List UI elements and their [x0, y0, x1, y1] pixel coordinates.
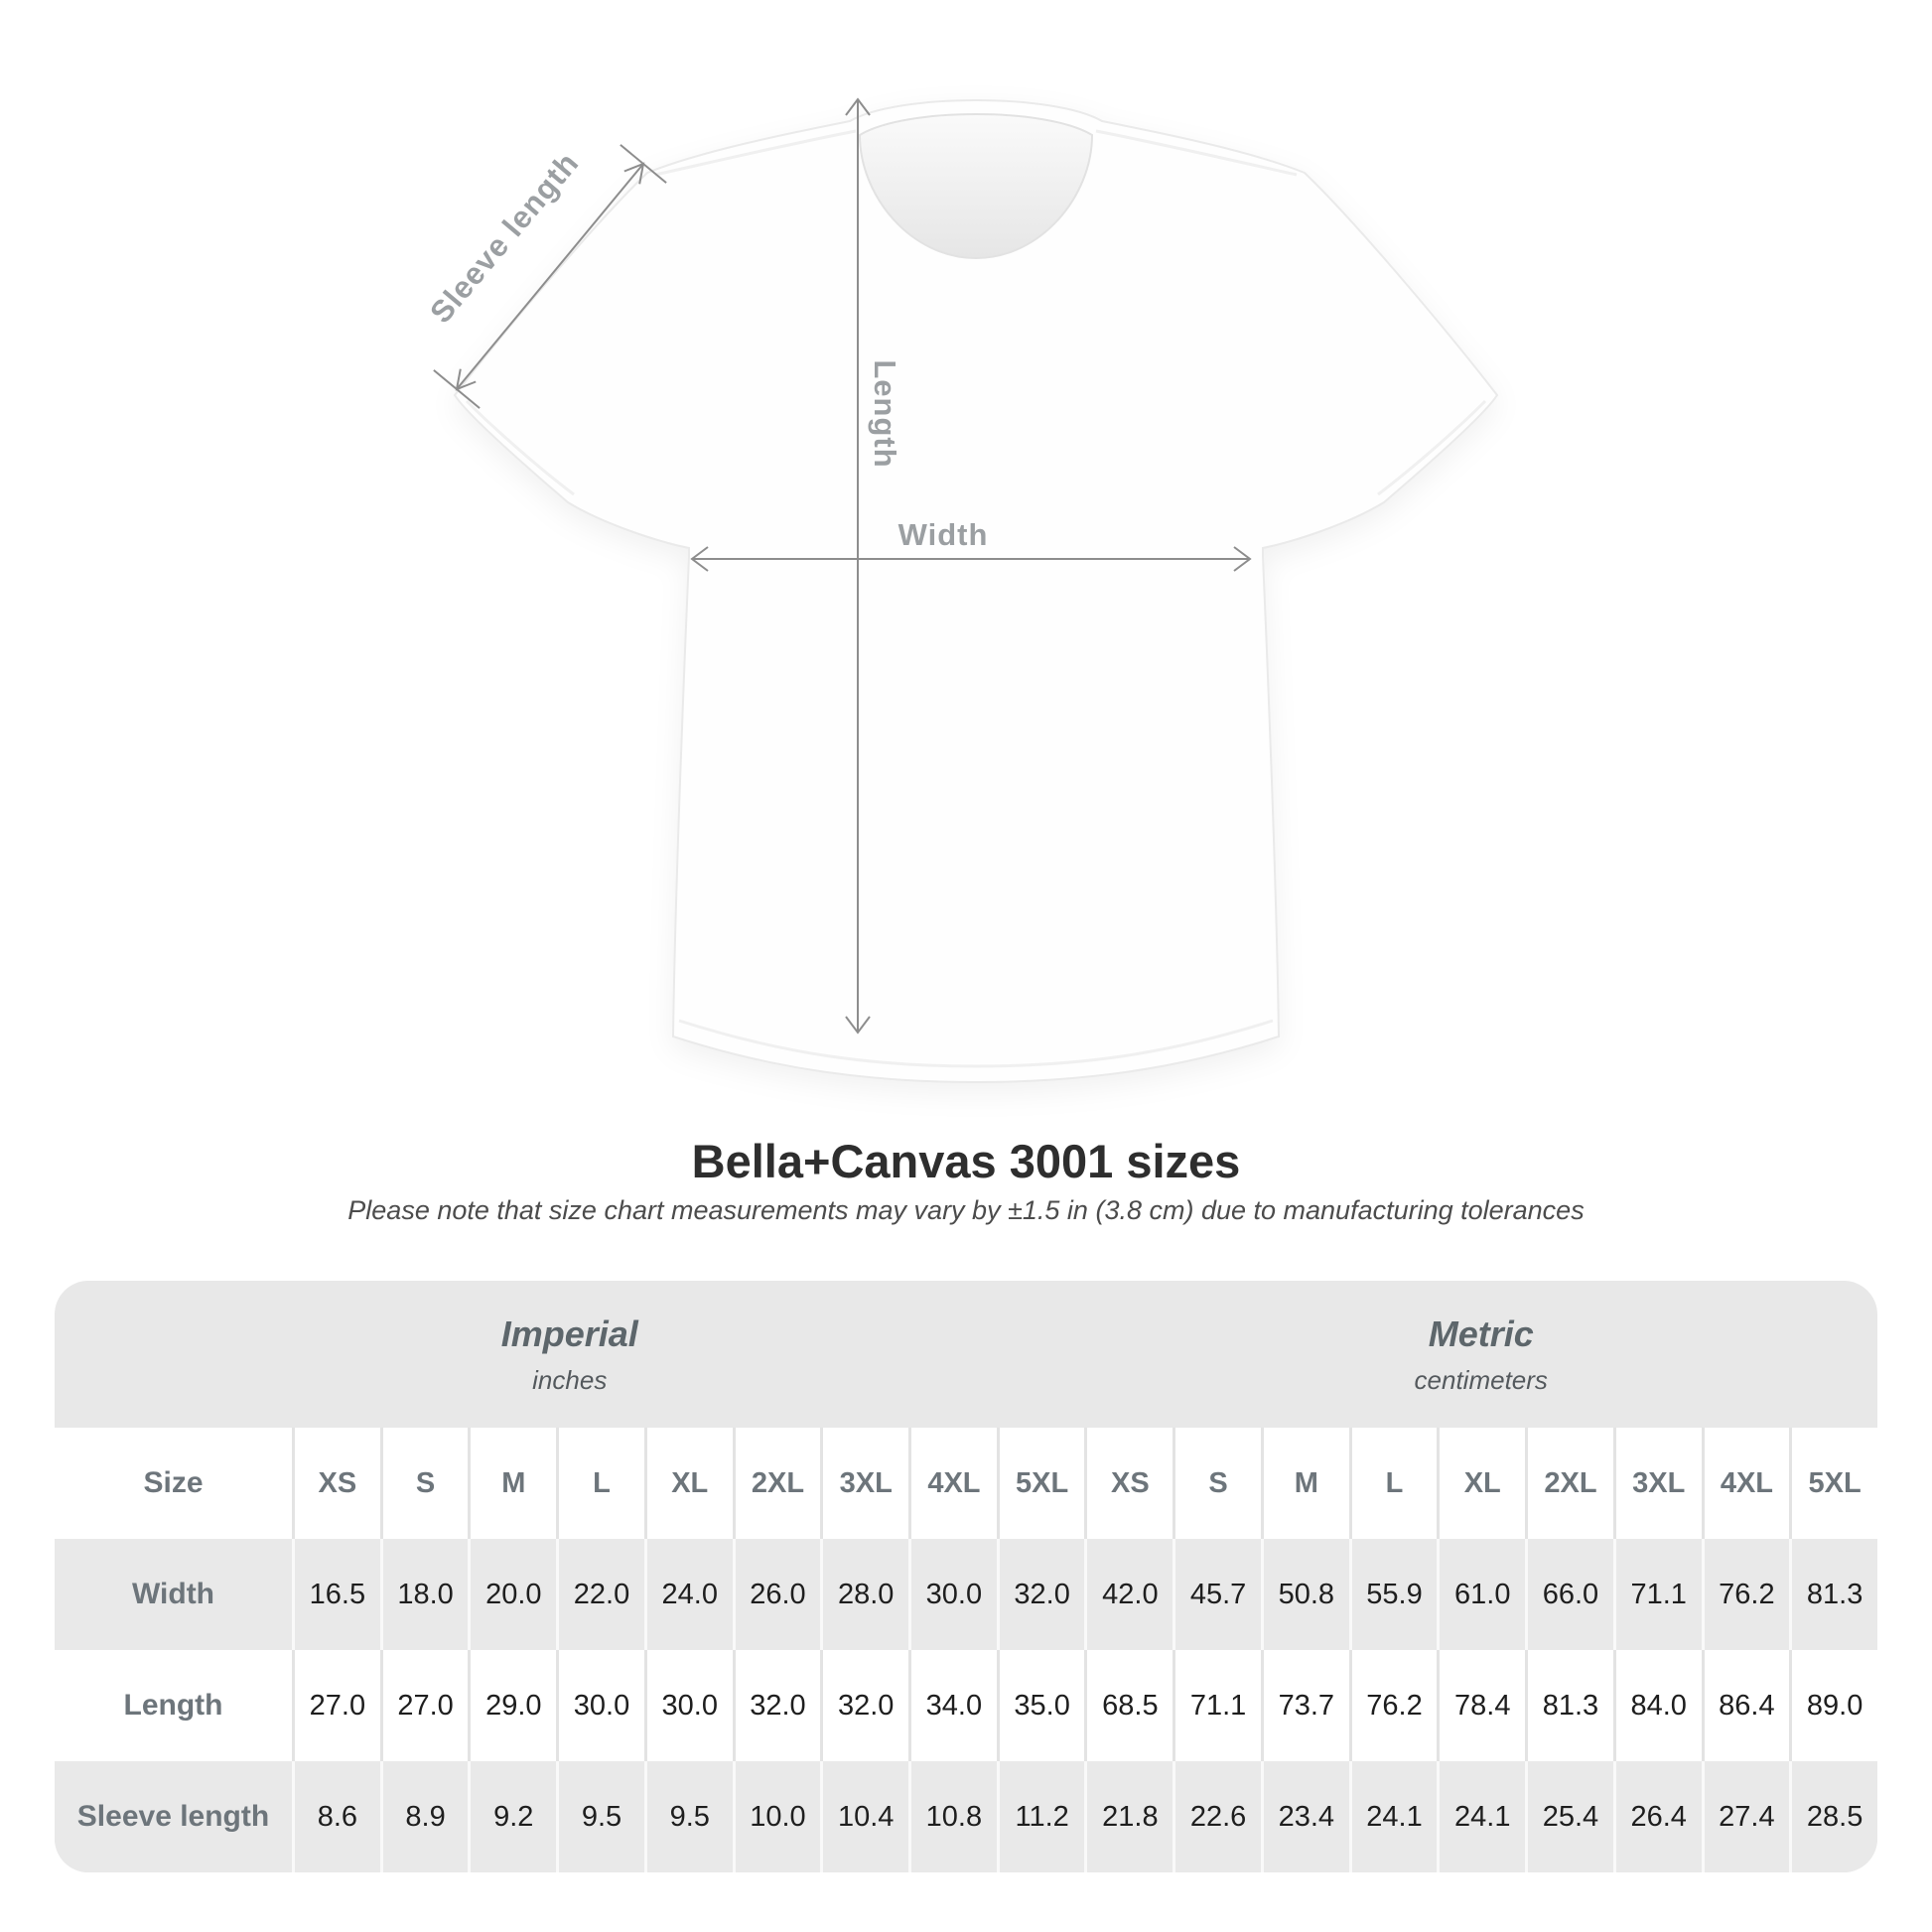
size-value-cell: 55.9 — [1348, 1539, 1438, 1650]
size-header-cell: 5XL — [1789, 1428, 1877, 1539]
size-value-cell: 45.7 — [1173, 1539, 1261, 1650]
size-header-cell: S — [379, 1428, 469, 1539]
size-value-cell: 23.4 — [1260, 1761, 1349, 1872]
size-value-cell: 29.0 — [468, 1650, 557, 1761]
size-value-cell: 76.2 — [1701, 1539, 1790, 1650]
size-value-cell: 30.0 — [556, 1650, 644, 1761]
size-value-cell: 73.7 — [1260, 1650, 1349, 1761]
size-value-cell: 26.0 — [732, 1539, 821, 1650]
size-value-cell: 61.0 — [1437, 1539, 1526, 1650]
size-value-cell: 9.5 — [556, 1761, 644, 1872]
size-value-cell: 27.0 — [292, 1650, 380, 1761]
size-value-cell: 8.9 — [379, 1761, 469, 1872]
size-value-cell: 22.0 — [556, 1539, 644, 1650]
size-value-cell: 10.8 — [908, 1761, 997, 1872]
size-value-cell: 24.1 — [1437, 1761, 1526, 1872]
metric-label: Metric — [1428, 1312, 1534, 1354]
size-value-cell: 66.0 — [1525, 1539, 1613, 1650]
size-value-cell: 11.2 — [996, 1761, 1085, 1872]
width-label: Width — [898, 517, 989, 552]
size-value-cell: 10.0 — [732, 1761, 821, 1872]
size-header-cell: 2XL — [732, 1428, 821, 1539]
size-header-cell: S — [1173, 1428, 1261, 1539]
row-label-width: Width — [55, 1539, 292, 1650]
size-header-cell: 4XL — [1701, 1428, 1790, 1539]
size-header-cell: M — [468, 1428, 557, 1539]
collar — [858, 113, 1094, 260]
size-value-cell: 32.0 — [732, 1650, 821, 1761]
size-header-cell: XL — [1437, 1428, 1526, 1539]
size-value-cell: 89.0 — [1789, 1650, 1877, 1761]
size-value-cell: 27.4 — [1701, 1761, 1790, 1872]
width-arrow — [690, 546, 1252, 572]
size-value-cell: 9.2 — [468, 1761, 557, 1872]
size-value-cell: 28.5 — [1789, 1761, 1877, 1872]
size-value-cell: 34.0 — [908, 1650, 997, 1761]
size-value-cell: 25.4 — [1525, 1761, 1613, 1872]
metric-unit-label: centimeters — [1414, 1364, 1548, 1395]
size-value-cell: 71.1 — [1173, 1650, 1261, 1761]
size-header-cell: 4XL — [908, 1428, 997, 1539]
size-value-cell: 30.0 — [643, 1650, 733, 1761]
size-chart-subtitle: Please note that size chart measurements… — [347, 1195, 1585, 1225]
size-value-cell: 20.0 — [468, 1539, 557, 1650]
size-value-cell: 86.4 — [1701, 1650, 1790, 1761]
size-value-cell: 18.0 — [379, 1539, 469, 1650]
size-value-cell: 28.0 — [820, 1539, 909, 1650]
size-value-cell: 84.0 — [1612, 1650, 1702, 1761]
size-header-cell: XS — [1084, 1428, 1173, 1539]
unit-group-metric: Metric centimeters — [1084, 1281, 1877, 1428]
size-chart-title: Bella+Canvas 3001 sizes — [691, 1135, 1241, 1187]
size-value-cell: 26.4 — [1612, 1761, 1702, 1872]
size-value-cell: 81.3 — [1789, 1539, 1877, 1650]
size-header-cell: 3XL — [820, 1428, 909, 1539]
size-value-cell: 27.0 — [379, 1650, 469, 1761]
size-value-cell: 35.0 — [996, 1650, 1085, 1761]
size-value-cell: 32.0 — [996, 1539, 1085, 1650]
size-value-cell: 24.1 — [1348, 1761, 1438, 1872]
size-value-cell: 68.5 — [1084, 1650, 1173, 1761]
size-value-cell: 21.8 — [1084, 1761, 1173, 1872]
sleeve-length-arrow — [433, 144, 667, 409]
size-value-cell: 24.0 — [643, 1539, 733, 1650]
size-value-cell: 22.6 — [1173, 1761, 1261, 1872]
row-label-sleeve-length: Sleeve length — [55, 1761, 292, 1872]
size-value-cell: 16.5 — [292, 1539, 380, 1650]
tshirt-image — [453, 99, 1499, 1084]
size-header-cell: 5XL — [996, 1428, 1085, 1539]
size-header-cell: L — [556, 1428, 644, 1539]
tshirt-measurement-diagram: Length Width Sleeve length — [423, 97, 1499, 1084]
size-corner-header: Size — [55, 1428, 292, 1539]
size-value-cell: 76.2 — [1348, 1650, 1438, 1761]
imperial-unit-label: inches — [532, 1364, 608, 1395]
size-header-cell: XS — [292, 1428, 380, 1539]
size-value-cell: 81.3 — [1525, 1650, 1613, 1761]
size-header-cell: L — [1348, 1428, 1438, 1539]
size-value-cell: 32.0 — [820, 1650, 909, 1761]
size-value-cell: 30.0 — [908, 1539, 997, 1650]
imperial-label: Imperial — [500, 1312, 638, 1354]
size-value-cell: 71.1 — [1612, 1539, 1702, 1650]
size-header-cell: XL — [643, 1428, 733, 1539]
size-value-cell: 50.8 — [1260, 1539, 1349, 1650]
row-label-length: Length — [55, 1650, 292, 1761]
length-arrow — [845, 97, 871, 1035]
size-value-cell: 8.6 — [292, 1761, 380, 1872]
unit-group-imperial: Imperial inches — [55, 1281, 1084, 1428]
size-header-cell: 2XL — [1525, 1428, 1613, 1539]
size-value-cell: 78.4 — [1437, 1650, 1526, 1761]
size-table: Imperial inches Metric centimeters Size … — [55, 1281, 1877, 1872]
size-header-cell: M — [1260, 1428, 1349, 1539]
length-label: Length — [868, 359, 902, 468]
size-header-cell: 3XL — [1612, 1428, 1702, 1539]
size-value-cell: 10.4 — [820, 1761, 909, 1872]
size-value-cell: 42.0 — [1084, 1539, 1173, 1650]
size-value-cell: 9.5 — [643, 1761, 733, 1872]
